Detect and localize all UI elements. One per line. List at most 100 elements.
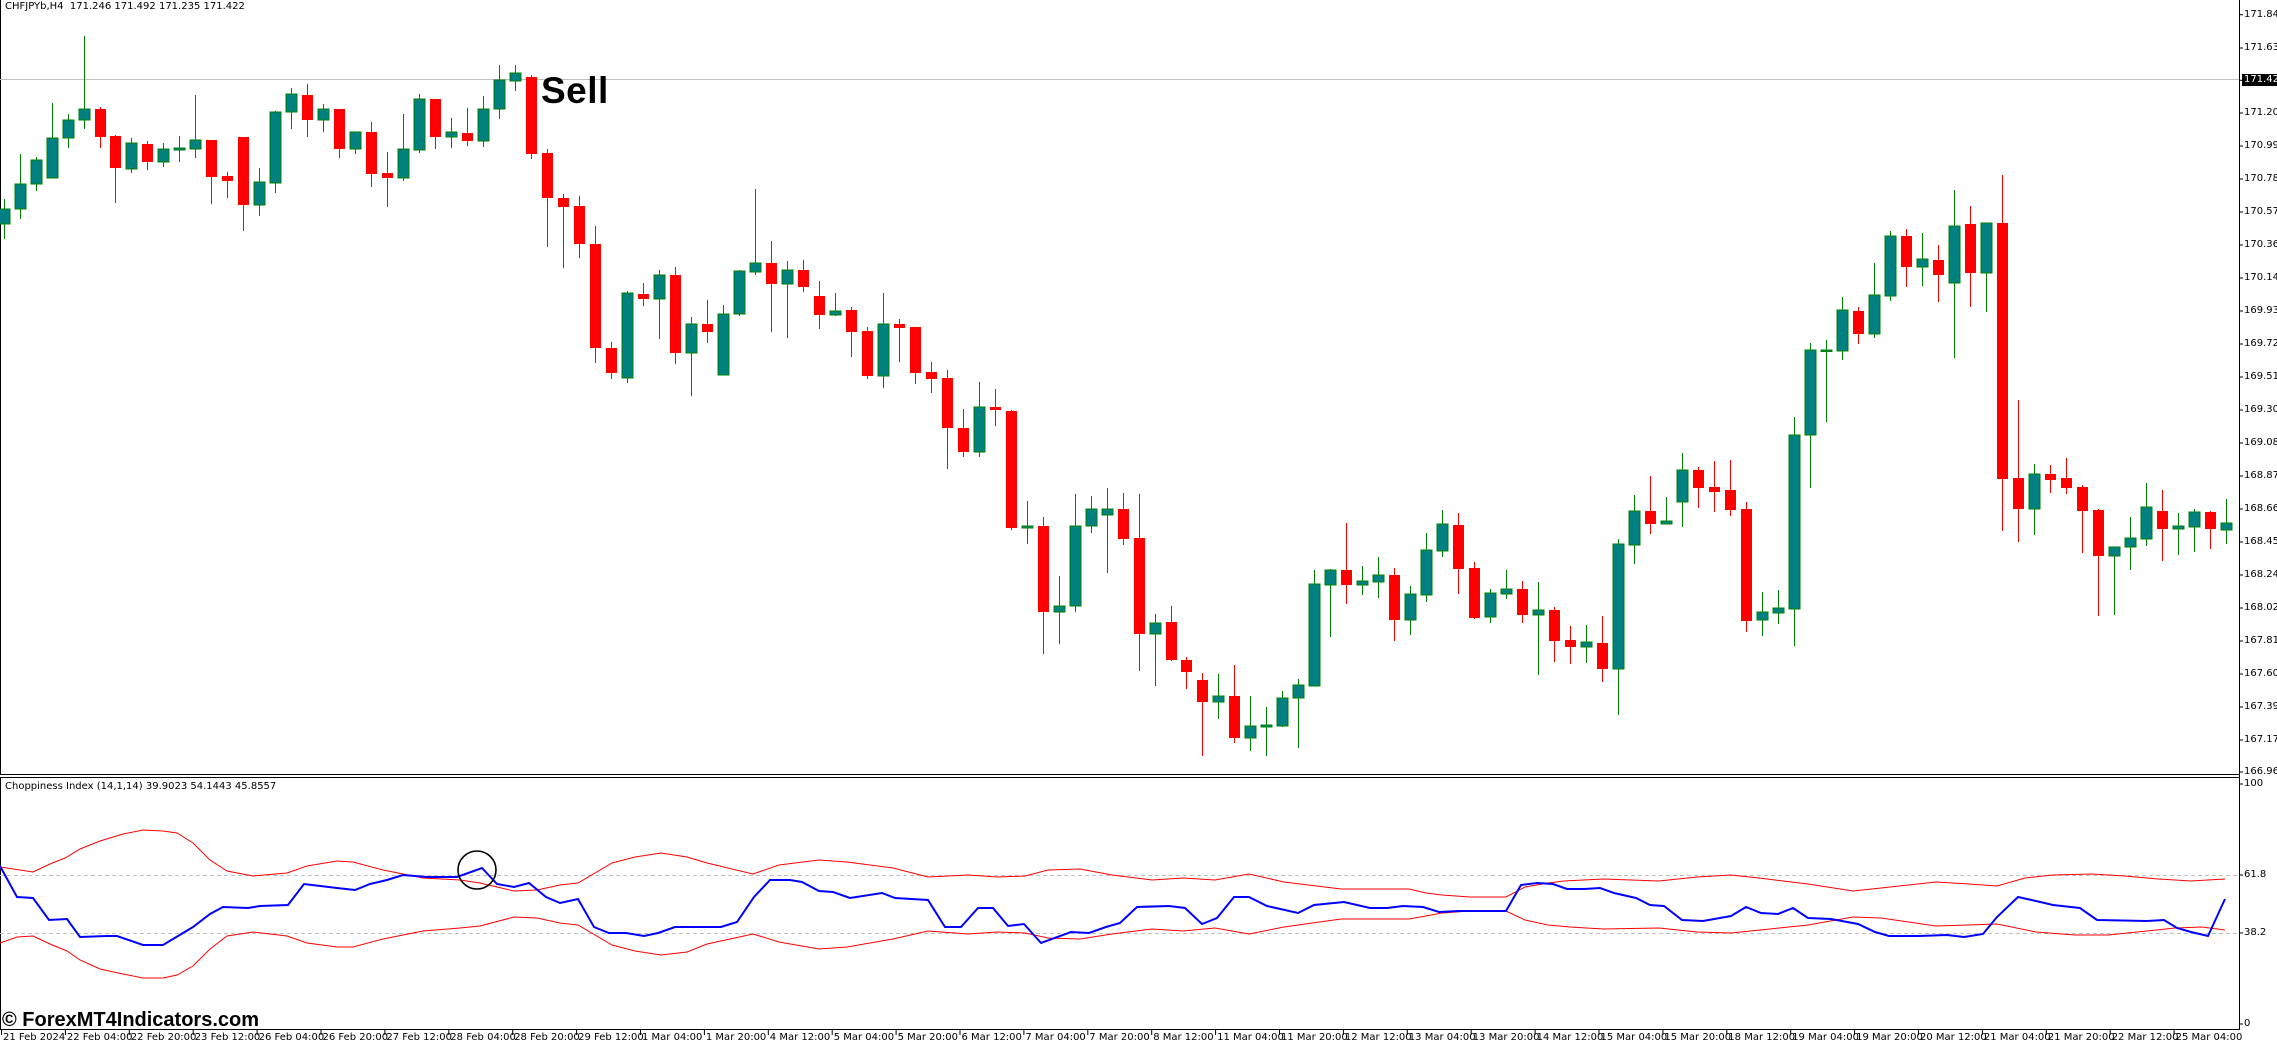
bull-candle [829, 293, 842, 316]
bull-candle [0, 199, 11, 239]
bull-candle [1868, 263, 1881, 338]
bull-candle [1308, 570, 1321, 687]
indicator-level-label: 61.8 [2244, 869, 2267, 880]
indicator-level-label: 100 [2244, 778, 2264, 789]
bull-candle [749, 189, 762, 275]
time-axis-label: 26 Feb 04:00 [258, 1032, 325, 1043]
bull-candle [2140, 483, 2153, 546]
time-axis-label: 1 Mar 04:00 [642, 1032, 703, 1043]
bull-candle [1660, 497, 1673, 525]
bear-candle [142, 141, 153, 170]
bull-candle [1676, 453, 1689, 527]
bull-candle [2124, 517, 2137, 570]
bull-candle [1053, 576, 1066, 644]
bull-candle [189, 95, 202, 158]
bull-candle [1628, 495, 1641, 564]
price-axis-label: 168.025 [2244, 602, 2277, 613]
bull-candle [1404, 586, 1417, 635]
time-axis-label: 21 Feb 2024 [3, 1032, 66, 1043]
watermark: © ForexMT4Indicators.com [2, 1009, 260, 1031]
bull-candle [1580, 625, 1593, 663]
time-axis-label: 14 Mar 12:00 [1536, 1032, 1604, 1043]
bear-candle [366, 122, 377, 187]
price-axis-label: 170.995 [2244, 140, 2277, 151]
bull-candle [1372, 557, 1385, 598]
bear-candle [542, 149, 553, 247]
price-axis-label: 171.630 [2244, 42, 2277, 53]
bull-candle [125, 138, 138, 173]
bear-candle [2061, 458, 2072, 494]
price-axis-label: 170.570 [2244, 206, 2277, 217]
bear-candle [638, 283, 649, 306]
bear-candle [990, 389, 1001, 426]
time-axis-label: 18 Mar 12:00 [1728, 1032, 1796, 1043]
bear-candle [1038, 517, 1049, 654]
bear-candle [2077, 485, 2088, 553]
bull-candle [285, 88, 298, 129]
bull-candle [1484, 589, 1497, 623]
time-axis-label: 12 Mar 12:00 [1344, 1032, 1412, 1043]
bull-candle [1212, 674, 1225, 719]
bull-candle [1069, 494, 1082, 612]
bull-candle [1101, 488, 1114, 573]
time-axis-label: 11 Mar 20:00 [1281, 1032, 1348, 1043]
price-axis-label: 169.510 [2244, 371, 2277, 382]
bull-candle [1436, 510, 1449, 557]
time-axis-label: 19 Mar 20:00 [1856, 1032, 1923, 1043]
bear-candle [1597, 616, 1608, 682]
time-axis-label: 21 Mar 20:00 [2047, 1032, 2115, 1043]
bull-candle [173, 136, 186, 162]
price-axis-label: 167.600 [2244, 668, 2277, 679]
price-axis-label: 170.145 [2244, 272, 2277, 283]
bull-candle [877, 293, 890, 388]
time-axis-label: 23 Feb 12:00 [194, 1032, 261, 1043]
bear-candle [1965, 206, 1976, 307]
bull-candle [62, 114, 75, 148]
bull-candle [1021, 501, 1034, 544]
price-axis-label: 169.935 [2244, 305, 2277, 316]
bear-candle [1645, 476, 1656, 534]
bear-candle [2093, 509, 2104, 616]
bear-candle [1118, 493, 1129, 545]
time-axis-label: 13 Mar 20:00 [1472, 1032, 1540, 1043]
price-axis-label: 171.205 [2244, 107, 2277, 118]
time-axis-label: 4 Mar 12:00 [769, 1032, 831, 1043]
bear-candle [1693, 467, 1704, 508]
time-axis-label: 22 Mar 12:00 [2111, 1032, 2179, 1043]
price-axis-ticks [2239, 14, 2243, 773]
indicator-choppiness-line [0, 865, 2226, 946]
bear-candle [1229, 665, 1240, 743]
bull-candle [1948, 190, 1961, 358]
bull-candle [733, 270, 746, 316]
indicator-lower-band [0, 910, 2226, 979]
price-axis-label: 168.660 [2244, 503, 2277, 514]
bear-candle [1725, 460, 1736, 516]
bull-candle [1324, 569, 1337, 637]
time-axis-label: 15 Mar 04:00 [1600, 1032, 1668, 1043]
bull-candle [253, 168, 266, 216]
bull-candle [1820, 340, 1833, 422]
time-axis-label: 11 Mar 04:00 [1217, 1032, 1284, 1043]
bear-candle [1565, 626, 1576, 664]
bull-candle [1884, 231, 1897, 301]
price-axis-label: 168.240 [2244, 569, 2277, 580]
bull-candle [157, 143, 170, 167]
price-axis-label: 169.300 [2244, 404, 2277, 415]
bull-candle [445, 118, 458, 148]
bull-candle [269, 111, 282, 193]
bear-candle [1341, 523, 1352, 604]
bear-candle [558, 194, 569, 268]
bear-candle [766, 241, 777, 332]
price-axis-label: 170.360 [2244, 239, 2277, 250]
time-axis-label: 21 Mar 04:00 [1983, 1032, 2051, 1043]
bear-candle [590, 226, 601, 363]
bear-candle [1469, 562, 1480, 619]
bear-candle [382, 152, 393, 207]
bear-candle [302, 84, 313, 137]
bull-candle [2220, 499, 2233, 544]
time-axis-label: 7 Mar 20:00 [1089, 1032, 1150, 1043]
bull-candle [413, 94, 426, 153]
bull-candle [1500, 570, 1513, 599]
bull-candle [2028, 464, 2041, 535]
